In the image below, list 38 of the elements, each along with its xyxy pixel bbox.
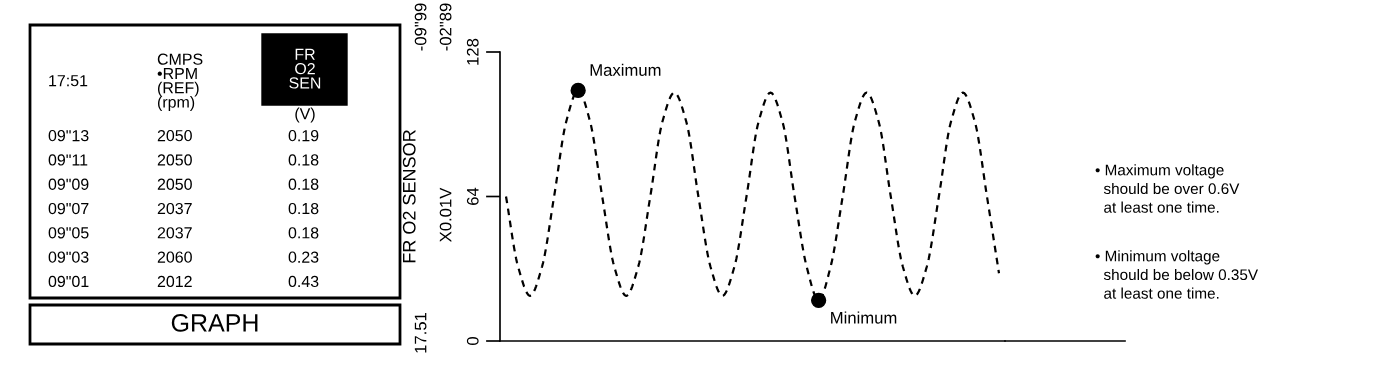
text: 09"13 [48,129,89,142]
text: 2050 [157,129,192,142]
y-tick-label: 128 [466,38,479,65]
text: 0.18 [288,154,319,166]
text: 2060 [157,251,192,263]
text: 09"03 [48,251,89,263]
text: 2050 [157,178,192,190]
text: • Minimum voltage should be below 0.35V at least one time. [1095,250,1259,299]
text: 09"11 [48,154,88,166]
text: 2037 [157,227,192,239]
text: -02"89 [439,3,452,51]
text: CMPS •RPM (REF) (rpm) [157,53,203,111]
text: 09"09 [48,178,89,190]
text: 0.18 [288,202,319,215]
text: GRAPH [171,314,258,332]
text: • Maximum voltage should be over 0.6V at least one time. [1095,164,1240,213]
text: -09"99 [414,3,427,51]
text: 2037 [157,202,192,215]
text: X0.01V [439,187,452,242]
text: (V) [295,107,315,123]
text: 09"05 [48,227,89,239]
text: 2012 [157,275,192,288]
text: 09"07 [48,202,89,215]
annotation: Maximum [590,63,661,76]
text: 0.43 [288,275,319,288]
text: 2050 [157,154,192,166]
y-tick-label: 0 [466,337,479,345]
text: 17:51 [49,75,88,87]
annotation: Minimum [831,311,897,324]
text: 17.51 [414,312,427,353]
text: 0.18 [288,227,319,239]
text: 0.19 [288,129,319,142]
y-tick-label: 64 [466,187,479,205]
text: 0.18 [288,178,319,190]
text: 09"01 [48,275,89,288]
y-axis-title: FR O2 SENSOR [402,130,416,263]
text: FR O2 SEN [289,48,321,89]
text: 0.23 [288,251,319,263]
